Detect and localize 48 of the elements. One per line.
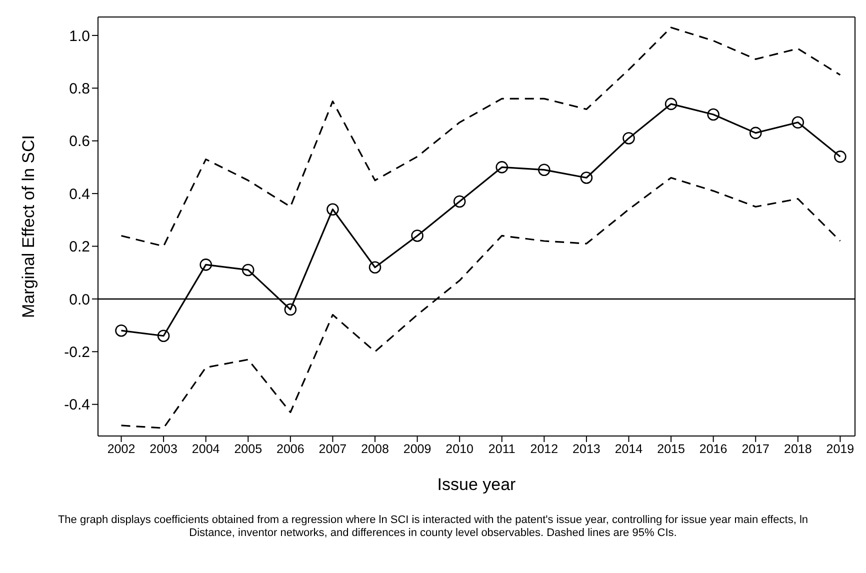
point xyxy=(284,303,297,316)
point xyxy=(792,116,804,129)
x-tick-label: 2007 xyxy=(318,442,347,456)
y-tick-label: 0.2 xyxy=(69,238,90,256)
y-tick-label: -0.2 xyxy=(64,344,90,361)
x-tick-label: 2014 xyxy=(614,442,643,456)
point xyxy=(664,98,678,110)
y-tick-label: 0.8 xyxy=(69,80,90,98)
y-tick-label: 0.4 xyxy=(69,186,90,203)
point xyxy=(157,330,170,342)
y-axis-title: Marginal Effect of ln SCI xyxy=(19,135,38,318)
x-tick-label: 2016 xyxy=(699,442,728,456)
x-tick-label: 2018 xyxy=(784,442,812,456)
x-tick-label: 2010 xyxy=(446,442,474,456)
line-series xyxy=(120,26,841,248)
point xyxy=(834,150,846,163)
x-tick-label: 2013 xyxy=(572,442,600,456)
x-tick-label: 2006 xyxy=(276,442,304,456)
y-tick-label: 0.0 xyxy=(69,291,90,308)
x-tick-label: 2003 xyxy=(150,442,178,456)
y-tick-label: 0.6 xyxy=(69,133,90,150)
point xyxy=(496,161,508,174)
x-tick-label: 2002 xyxy=(107,442,136,456)
x-tick-label: 2005 xyxy=(234,442,262,456)
x-axis-title: Issue year xyxy=(437,475,516,494)
x-tick-label: 2017 xyxy=(742,442,770,456)
x-tick-label: 2019 xyxy=(826,442,854,456)
text: The graph displays coefficients obtained from a regression where ln SCI is interacted with the patent's issue year, controlling for issue year main effects, ln Distance, inventor networks, and differences in county level observables. Dashed lines are 95% CIs. xyxy=(56,514,810,540)
x-tick-label: 2008 xyxy=(361,442,389,456)
point xyxy=(580,172,593,184)
x-tick-label: 2012 xyxy=(530,442,558,456)
x-tick-label: 2015 xyxy=(657,442,685,456)
point xyxy=(411,230,424,242)
y-tick-label: -0.4 xyxy=(64,396,90,414)
point xyxy=(368,261,382,274)
point xyxy=(453,195,466,208)
x-tick-label: 2004 xyxy=(192,442,220,456)
y-tick-label: 1.0 xyxy=(69,28,90,45)
point xyxy=(115,324,128,337)
point xyxy=(622,132,635,144)
point xyxy=(538,164,550,176)
x-tick-label: 2011 xyxy=(488,442,516,456)
point xyxy=(200,258,212,271)
point xyxy=(242,264,254,276)
point xyxy=(326,203,339,216)
point xyxy=(749,126,762,140)
x-tick-label: 2009 xyxy=(403,442,432,456)
point xyxy=(707,108,720,121)
